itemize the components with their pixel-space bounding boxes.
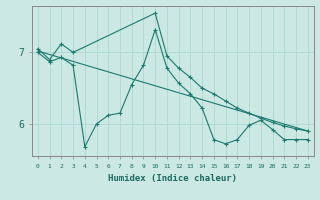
X-axis label: Humidex (Indice chaleur): Humidex (Indice chaleur) xyxy=(108,174,237,183)
